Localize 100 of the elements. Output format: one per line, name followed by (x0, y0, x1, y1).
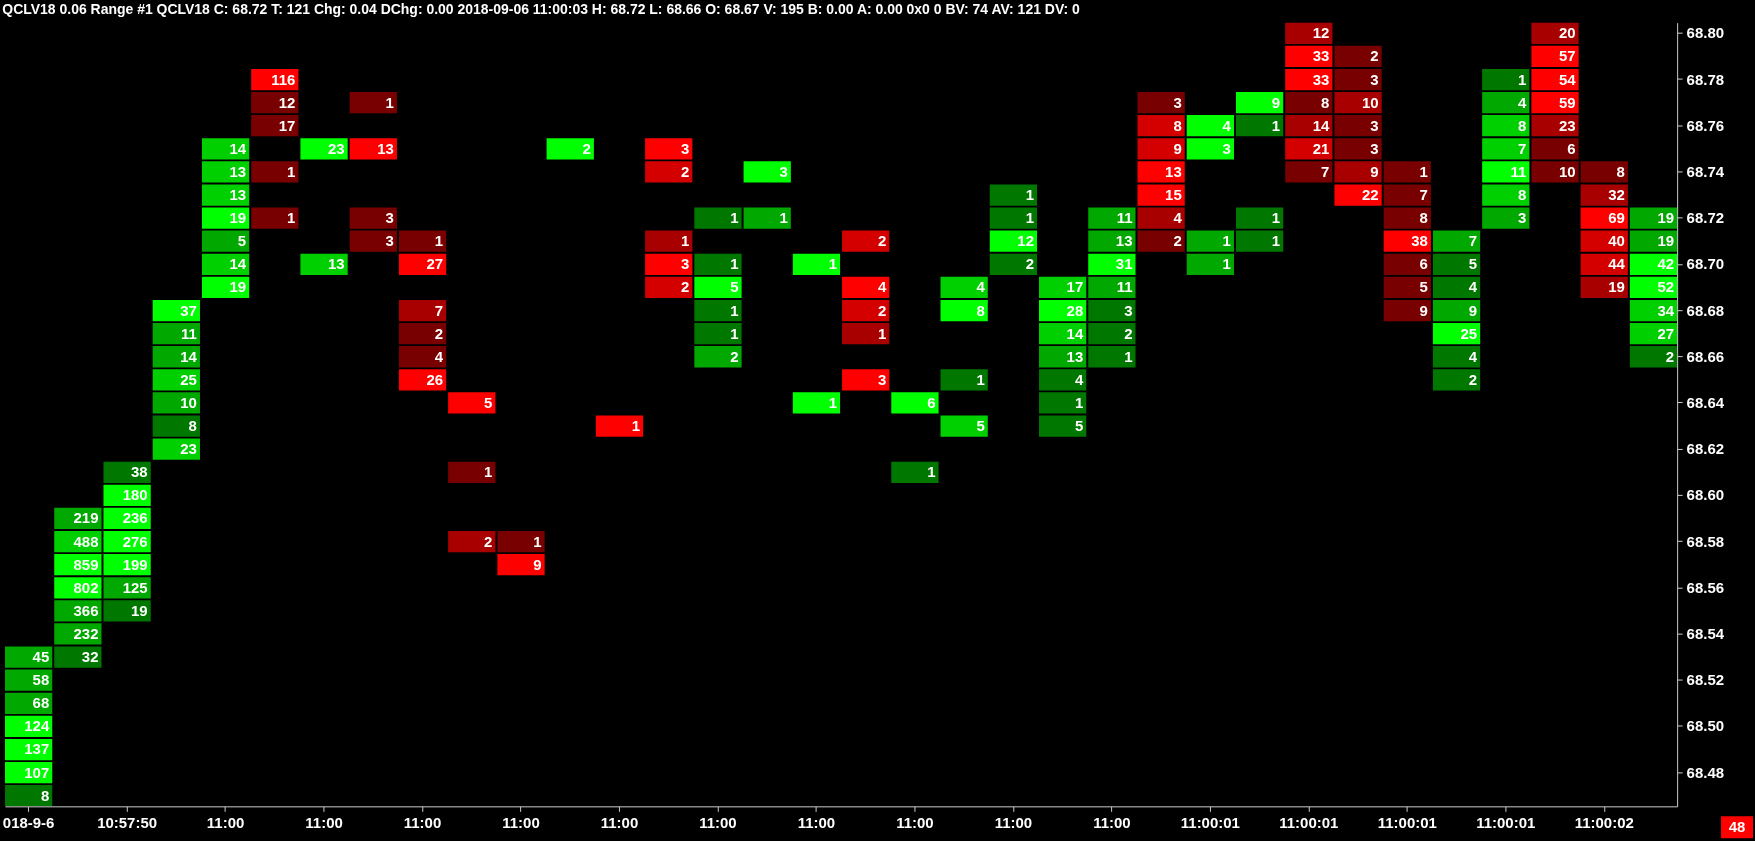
x-tick-label: 11:00:01 (1476, 813, 1536, 831)
data-label: 1 (1074, 393, 1084, 411)
y-tick-label: 68.50 (1686, 717, 1725, 735)
y-tick-label: 68.74 (1686, 162, 1725, 180)
x-tick-label: 11:00:01 (1180, 813, 1240, 831)
data-label: 1 (828, 393, 838, 411)
data-label: 9 (1271, 93, 1281, 111)
data-label: 13 (229, 162, 247, 180)
data-label: 1 (1025, 186, 1034, 204)
x-tick-label: 11:00 (206, 813, 245, 831)
data-label: 2 (1124, 324, 1133, 342)
data-label: 68 (32, 694, 50, 712)
data-label: 12 (1312, 24, 1330, 42)
data-label: 32 (81, 648, 99, 666)
data-label: 23 (180, 440, 197, 458)
data-label: 3 (877, 370, 887, 388)
data-label: 13 (1165, 162, 1182, 180)
data-label: 3 (1124, 301, 1133, 319)
data-label: 124 (24, 717, 50, 735)
data-label: 1 (434, 232, 444, 250)
x-tick-label: 11:00 (699, 813, 737, 831)
y-tick-label: 68.66 (1686, 347, 1725, 365)
data-label: 2 (1468, 370, 1478, 388)
data-label: 125 (122, 578, 148, 596)
data-label: 5 (1419, 278, 1428, 296)
data-label: 5 (484, 393, 493, 411)
data-label: 4 (434, 347, 444, 365)
data-label: 1 (1518, 70, 1527, 88)
data-label: 9 (1419, 301, 1428, 319)
data-label: 3 (1370, 116, 1379, 134)
y-tick-label: 68.56 (1686, 578, 1725, 596)
data-label: 116 (271, 70, 296, 88)
data-label: 1 (976, 370, 985, 388)
data-label: 2 (1173, 232, 1182, 250)
data-label: 33 (1312, 47, 1330, 65)
data-label: 9 (1370, 162, 1379, 180)
x-tick-label: 11:00:01 (1377, 813, 1437, 831)
data-label: 2 (1025, 255, 1034, 273)
data-label: 26 (426, 370, 444, 388)
data-label: 19 (131, 601, 148, 619)
data-label: 232 (73, 624, 99, 642)
data-label: 57 (1558, 47, 1576, 65)
data-label: 8 (188, 417, 197, 435)
data-label: 3 (385, 209, 394, 227)
data-label: 7 (1419, 186, 1428, 204)
data-label: 38 (131, 463, 148, 481)
data-label: 25 (180, 370, 197, 388)
data-label: 3 (1518, 209, 1527, 227)
data-label: 8 (1173, 116, 1182, 134)
data-label: 2 (582, 139, 591, 157)
y-tick-label: 68.76 (1686, 116, 1725, 134)
y-tick-label: 68.52 (1686, 671, 1725, 689)
data-label: 14 (229, 255, 247, 273)
data-label: 4 (877, 278, 887, 296)
chart-title: QCLV18 0.06 Range #1 QCLV18 C: 68.72 T: 121 Chg: 0.04 DChg: 0.00 2018-09-06 11:00:03 H: 68.72 L: 68.66 O: 68.67 V: 195 B: 0.00 A: 0.00 0x0 0 BV: 74 AV: 121 DV: 0 (2, 0, 1080, 17)
data-label: 2 (681, 162, 690, 180)
data-label: 7 (1518, 139, 1527, 157)
data-label: 107 (24, 763, 50, 781)
data-label: 14 (180, 347, 198, 365)
x-tick-label: 11:00 (797, 813, 836, 831)
data-label: 38 (1411, 232, 1428, 250)
data-label: 4 (1074, 370, 1084, 388)
data-label: 6 (927, 393, 936, 411)
data-label: 3 (1370, 139, 1379, 157)
data-label: 8 (1321, 93, 1330, 111)
data-label: 3 (681, 139, 690, 157)
data-label: 1 (828, 255, 838, 273)
data-label: 13 (328, 255, 345, 273)
data-label: 45 (32, 648, 50, 666)
x-tick-label: 11:00 (600, 813, 639, 831)
data-label: 27 (1657, 324, 1675, 342)
data-label: 12 (278, 93, 296, 111)
data-label: 11 (1116, 209, 1133, 227)
data-label: 199 (122, 555, 148, 573)
y-tick-label: 68.64 (1686, 393, 1725, 411)
data-label: 3 (779, 162, 788, 180)
y-tick-label: 68.48 (1686, 763, 1725, 781)
data-label: 7 (1468, 232, 1478, 250)
data-label: 1 (1271, 209, 1281, 227)
data-label: 7 (1321, 162, 1330, 180)
data-label: 28 (1066, 301, 1084, 319)
data-label: 3 (1222, 139, 1231, 157)
data-label: 23 (328, 139, 345, 157)
data-label: 8 (1518, 186, 1527, 204)
data-label: 2 (1665, 347, 1675, 365)
data-label: 14 (1312, 116, 1331, 134)
data-label: 33 (1312, 70, 1330, 88)
data-label: 2 (877, 232, 887, 250)
data-label: 37 (180, 301, 197, 319)
data-label: 23 (1558, 116, 1576, 134)
data-label: 8 (40, 786, 50, 804)
data-label: 6 (1567, 139, 1576, 157)
data-label: 1 (1271, 116, 1281, 134)
data-label: 31 (1115, 255, 1133, 273)
data-label: 19 (1608, 278, 1625, 296)
x-tick-label: 11:00:01 (1279, 813, 1339, 831)
data-label: 6 (1419, 255, 1428, 273)
data-label: 4 (1468, 278, 1478, 296)
y-tick-label: 68.78 (1686, 70, 1725, 88)
data-label: 10 (1558, 162, 1576, 180)
